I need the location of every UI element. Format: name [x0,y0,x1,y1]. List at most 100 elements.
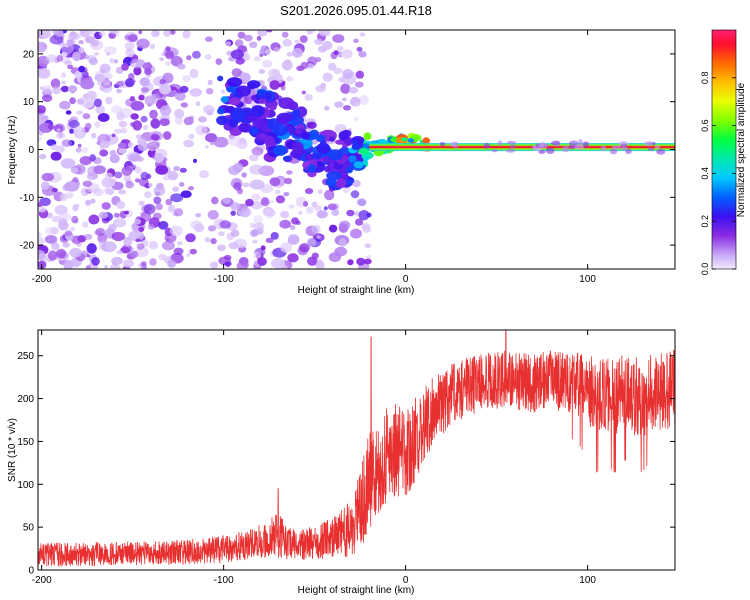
noise-blob [110,30,118,34]
trail-blob [345,166,353,174]
noise-blob [158,220,169,230]
noise-blob [120,127,128,134]
noise-blob [111,133,116,138]
noise-blob [318,30,330,36]
noise-blob [117,89,122,93]
colorbar-label: Normalized spectral amplitude [736,82,747,217]
noise-blob [50,227,59,235]
noise-blob [61,43,74,55]
noise-blob [324,189,335,201]
noise-blob [135,238,141,243]
noise-blob [195,213,202,218]
noise-blob [311,201,318,208]
noise-blob [352,180,361,188]
colorbar-gradient [711,29,737,270]
noise-blob [71,215,79,224]
noise-blob [314,57,322,63]
noise-blob [78,40,84,45]
noise-blob [82,221,89,228]
noise-blob [294,39,300,44]
noise-blob [354,101,361,107]
noise-blob [245,198,254,207]
noise-blob [113,59,119,64]
noise-blob [242,182,250,188]
noise-blob [63,259,74,269]
noise-blob [339,220,351,230]
noise-blob [306,206,314,214]
carrier-halo [509,144,516,149]
carrier-core [369,146,675,148]
noise-blob [70,226,76,232]
carrier-halo [643,141,653,147]
noise-blob [161,253,168,260]
noise-blob [109,263,120,269]
noise-blob [40,181,50,190]
trail-blob [226,86,236,93]
noise-blob [136,243,145,250]
noise-blob [239,72,251,83]
noise-blob [235,57,245,65]
noise-blob [282,38,293,47]
noise-blob [72,32,82,40]
trail-blob [363,156,369,161]
noise-blob [50,144,59,151]
noise-blob [107,179,116,187]
noise-blob [133,218,142,225]
noise-blob [346,209,355,217]
noise-blob [356,46,363,52]
noise-blob [180,190,192,198]
noise-blob [287,234,300,245]
noise-blob [104,72,113,80]
noise-blob [83,93,88,99]
trail-blob [324,165,332,173]
noise-blob [86,90,97,101]
trail-blob [292,109,301,117]
noise-blob [230,202,241,211]
trail-blob [220,96,229,103]
carrier-halo [611,145,621,150]
trail-blob [343,137,353,146]
colorbar: 0.0 0.2 0.4 0.6 0.8 Normalized spectral ampl… [700,29,747,275]
noise-blob [307,256,318,266]
noise-blob [347,259,354,266]
noise-blob [199,170,210,179]
noise-blob [85,265,91,269]
noise-blob [95,105,105,115]
noise-blob [136,38,150,49]
noise-blob [159,105,172,116]
noise-blob [61,139,72,147]
noise-blob [224,261,232,267]
noise-blob [248,154,259,162]
noise-blob [306,30,312,35]
noise-blob [287,253,299,263]
trail-blob [276,112,292,124]
noise-blob [228,242,239,250]
noise-blob [286,170,293,175]
noise-blob [150,134,160,141]
x-tick-label: -200 [32,575,52,586]
noise-blob [132,120,142,131]
noise-blob [300,61,308,70]
carrier-halo [561,145,570,153]
x-tick-label: -200 [32,274,52,285]
noise-blob [172,186,179,192]
noise-blob [99,140,110,149]
noise-blob [117,142,127,149]
trail-blob [273,144,288,156]
noise-blob [122,259,135,268]
noise-blob [85,199,92,206]
noise-blob [268,199,274,204]
spectrogram-carrier-line [369,139,675,155]
noise-blob [233,182,242,191]
noise-blob [98,211,109,219]
noise-blob [241,172,247,178]
noise-blob [161,241,175,251]
noise-blob [257,257,267,266]
noise-blob [164,50,175,60]
noise-blob [189,88,203,97]
noise-blob [170,193,184,203]
noise-blob [163,30,172,37]
noise-blob [264,48,271,55]
noise-blob [356,257,366,266]
noise-blob [323,206,328,211]
